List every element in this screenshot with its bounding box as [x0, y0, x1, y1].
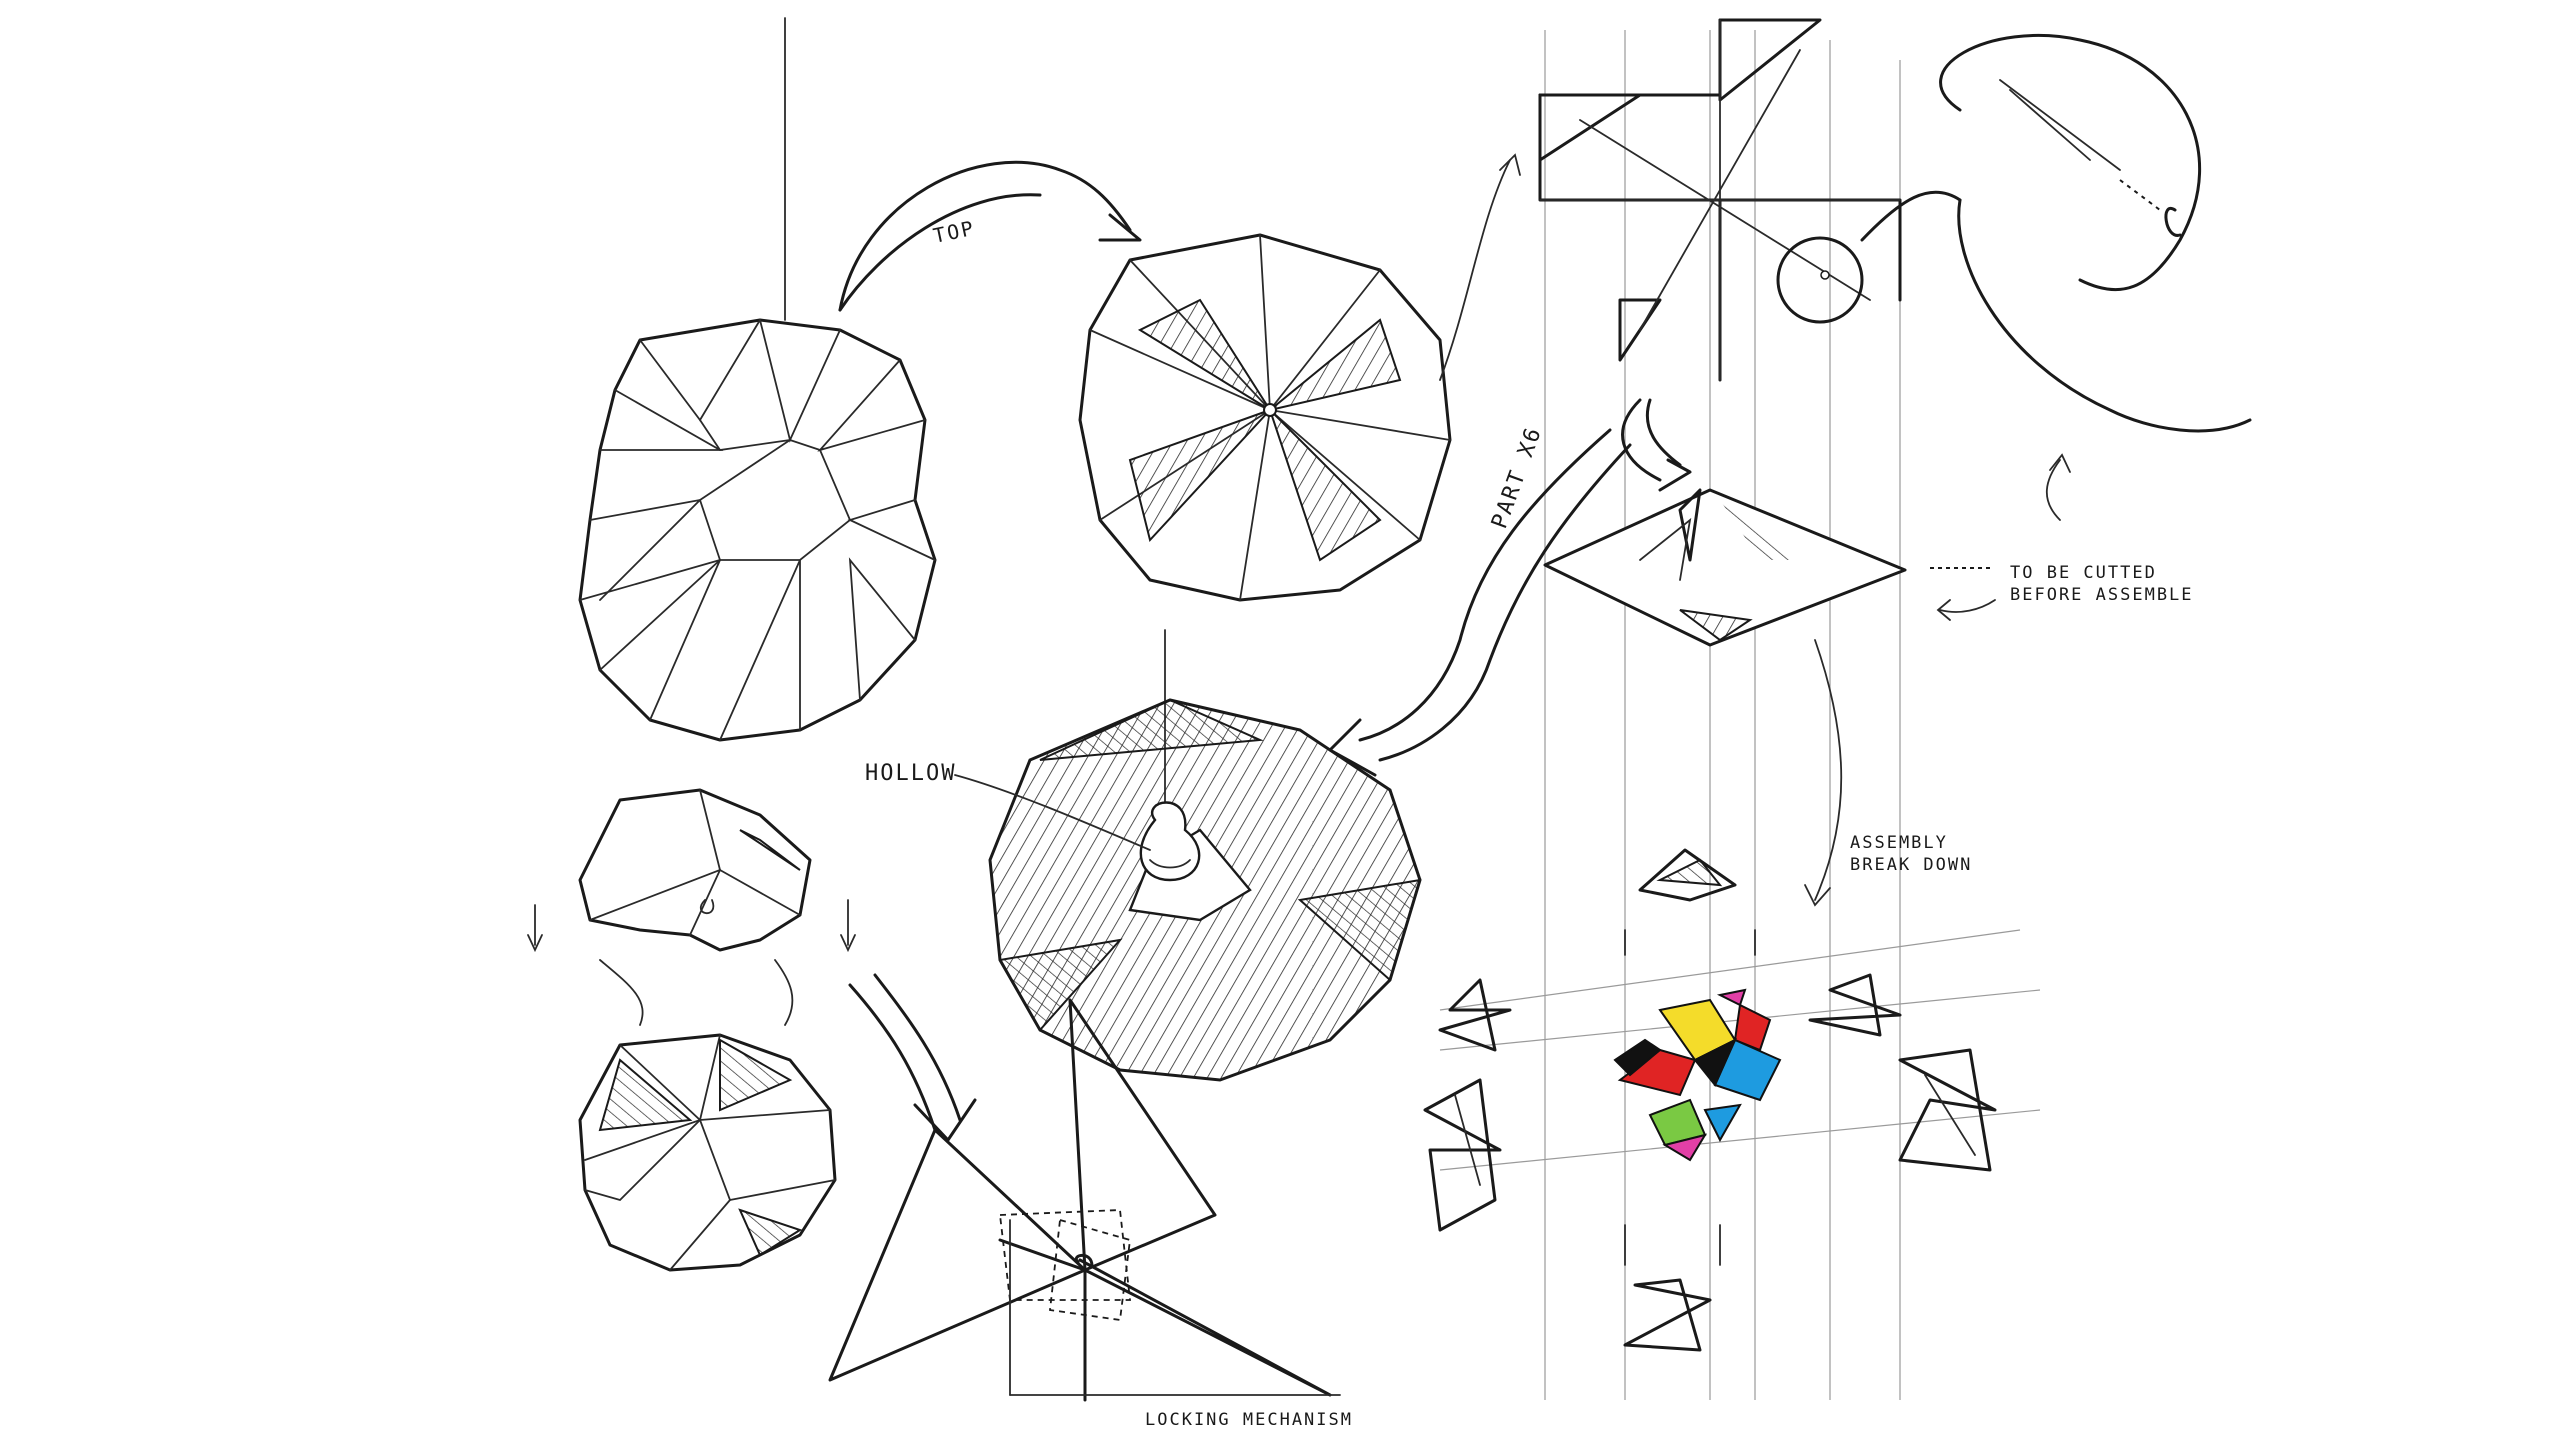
assembly-colored-core: [1613, 988, 1782, 1162]
assembled-sphere-sketch: [578, 1033, 837, 1272]
detail-zoom-outline: [1860, 34, 2252, 433]
lamp-top-view: [1078, 233, 1452, 602]
assembly-exploded-view: [1423, 848, 1997, 1352]
arrow-to-locking: [848, 973, 977, 1142]
lamp-hollow-section: [988, 629, 1422, 1082]
label-hollow: HOLLOW: [865, 761, 956, 786]
label-part-x6: PART X6: [1487, 423, 1547, 532]
arrow-to-part-template: [1439, 159, 1511, 381]
folded-part-diamond: [1543, 488, 1907, 647]
arrow-to-top-view: [838, 160, 1142, 312]
module-top-part: [578, 788, 812, 952]
label-cut-1: TO BE CUTTED: [2010, 563, 2157, 583]
lamp-rendering-colored: [578, 17, 937, 742]
construction-guides: [1439, 30, 2041, 1400]
bulb-icon: [1139, 801, 1201, 882]
label-assembly-1: ASSEMBLY: [1850, 833, 1948, 853]
arrow-to-assembly: [1814, 639, 1843, 901]
arrow-to-detail: [2045, 459, 2061, 521]
arrow-to-folded-part: [1621, 398, 1692, 492]
locking-mechanism-detail: [828, 998, 1341, 1402]
lamp-shade-body: [578, 318, 937, 742]
label-cut-2: BEFORE ASSEMBLE: [2010, 585, 2194, 605]
label-assembly-2: BREAK DOWN: [1850, 855, 1972, 875]
part-template-cross: [1538, 18, 1902, 382]
leader-hollow: [954, 774, 1151, 851]
label-locking-mechanism: LOCKING MECHANISM: [1145, 1410, 1353, 1430]
module-drop-arrows: [527, 899, 856, 1026]
